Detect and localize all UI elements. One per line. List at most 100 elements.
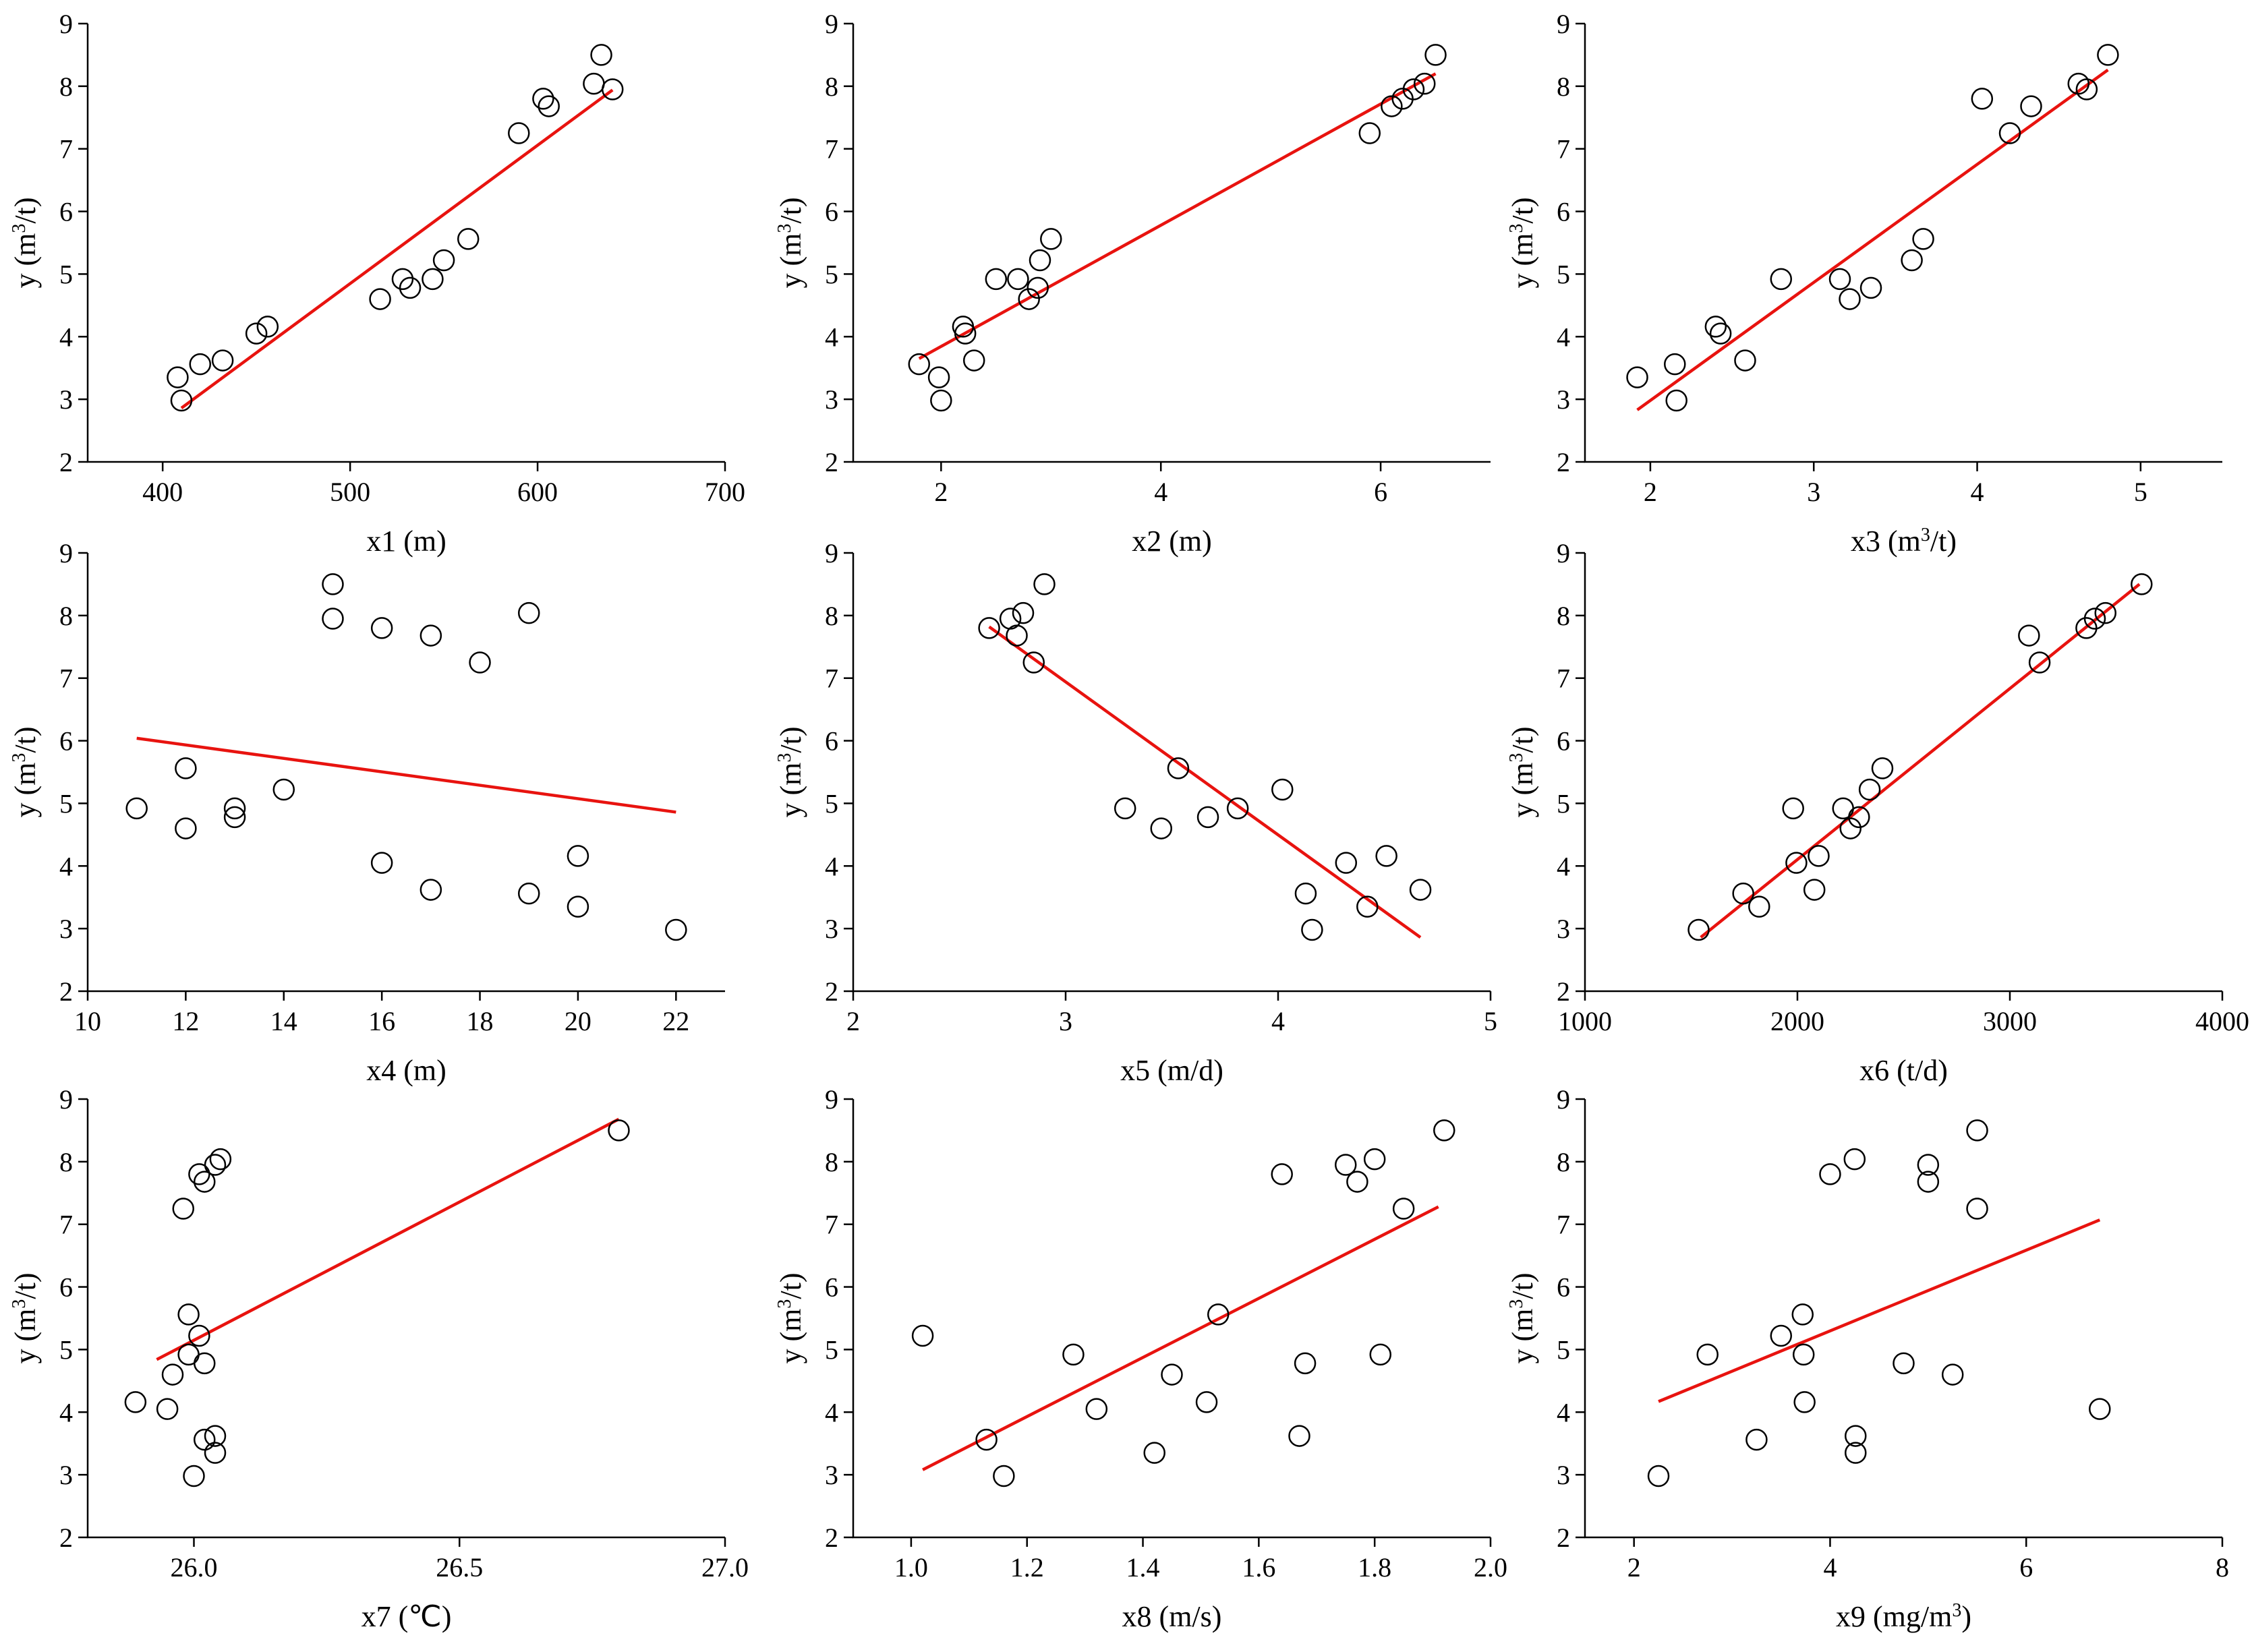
data-point — [1832, 797, 1854, 820]
data-point — [927, 366, 950, 388]
x-tick-label: 1.0 — [894, 1552, 928, 1583]
data-point — [1966, 1198, 1988, 1220]
y-axis-title: y (m3/t) — [9, 1273, 42, 1364]
x-tick-label: 1.8 — [1358, 1552, 1391, 1583]
data-point — [1785, 852, 1808, 874]
subplot-4: 2 3 4 5 6 7 8 9 10 12 14 16 18 20 22 x4 (m) y (m3/t) — [9, 538, 725, 1087]
axes-frame — [1584, 24, 2222, 463]
data-point — [1413, 72, 1436, 95]
y-axis-title: y (m3/t) — [1506, 727, 1540, 818]
y-tick-label: 7 — [59, 1210, 73, 1240]
axes-frame — [86, 1099, 725, 1539]
y-tick-label: 8 — [825, 601, 838, 631]
data-point — [204, 1154, 227, 1176]
subplot-5: 2 3 4 5 6 7 8 9 2 3 4 5 x5 (m/d) y (m3/t) — [774, 538, 1498, 1087]
data-point — [125, 797, 148, 820]
data-point — [1793, 1391, 1816, 1413]
x-tick-label: 3000 — [1983, 1006, 2037, 1036]
y-tick-label: 2 — [1557, 976, 1570, 1007]
data-point — [1782, 797, 1804, 820]
data-point — [1301, 918, 1323, 941]
x-axis-title: x9 (mg/m3) — [1836, 1600, 1971, 1634]
y-tick-label: 4 — [1557, 851, 1570, 881]
data-point — [223, 806, 246, 829]
x-tick-label: 500 — [330, 477, 370, 507]
y-tick-label: 8 — [59, 1147, 73, 1177]
data-point — [1917, 1171, 1940, 1193]
data-point — [1858, 778, 1881, 801]
data-point — [1828, 268, 1851, 291]
data-point — [1734, 349, 1756, 372]
y-tick-label: 2 — [59, 1523, 73, 1553]
data-point — [1424, 44, 1447, 66]
x-tick-label: 5 — [1484, 1006, 1497, 1036]
y-tick-label: 3 — [1557, 1460, 1570, 1490]
data-point — [601, 78, 624, 100]
data-point — [1027, 276, 1049, 299]
x-axis-title: x6 (t/d) — [1859, 1054, 1948, 1087]
x-tick-label: 27.0 — [701, 1552, 749, 1583]
x-tick-label: 1000 — [1558, 1006, 1612, 1036]
data-point — [1770, 268, 1793, 291]
data-point — [1848, 806, 1870, 829]
y-tick-label: 5 — [59, 259, 73, 289]
subplot-7: 2 3 4 5 6 7 8 9 26.0 26.5 27.0 x7 (℃) y (m3/t) — [9, 1084, 749, 1633]
y-tick-label: 3 — [825, 384, 838, 415]
data-point — [1709, 322, 1732, 345]
data-point — [469, 651, 491, 674]
y-tick-label: 5 — [825, 259, 838, 289]
data-point — [962, 349, 985, 372]
data-point — [985, 268, 1008, 291]
y-tick-label: 6 — [59, 1272, 73, 1303]
y-tick-label: 8 — [825, 71, 838, 102]
data-point — [172, 1198, 194, 1220]
y-tick-label: 5 — [1557, 259, 1570, 289]
data-point — [1664, 353, 1686, 376]
data-point — [2097, 44, 2119, 66]
data-point — [194, 1352, 216, 1375]
y-tick-label: 6 — [825, 726, 838, 757]
data-point — [156, 1398, 179, 1420]
y-tick-label: 3 — [825, 1460, 838, 1490]
x-axis-title: x2 (m) — [1132, 525, 1212, 558]
y-tick-label: 4 — [1557, 1397, 1570, 1427]
data-point — [370, 852, 393, 874]
x-tick-label: 2 — [1644, 477, 1657, 507]
data-point — [1271, 778, 1294, 801]
subplot-8: 2 3 4 5 6 7 8 9 1.0 1.2 1.4 1.6 1.8 2.0 x8 (m/s) y (m3/… — [774, 1084, 1508, 1633]
data-point — [2083, 608, 2106, 630]
x-tick-label: 4 — [1154, 477, 1167, 507]
y-tick-label: 8 — [1557, 1147, 1570, 1177]
data-point — [1803, 879, 1826, 901]
x-tick-label: 700 — [705, 477, 745, 507]
data-point — [245, 322, 268, 345]
x-axis-title: x8 (m/s) — [1122, 1600, 1222, 1633]
data-point — [1288, 1425, 1310, 1447]
fit-line — [136, 736, 676, 814]
y-tick-label: 9 — [1557, 9, 1570, 39]
x-tick-label: 4 — [1271, 1006, 1285, 1036]
subplot-9: 2 3 4 5 6 7 8 9 2 4 6 8 x9 (mg/m3) y (m3/t) — [1506, 1084, 2230, 1633]
y-tick-label: 8 — [1557, 601, 1570, 631]
fit-line — [1658, 1218, 2101, 1403]
data-point — [1839, 817, 1861, 839]
data-point — [422, 268, 444, 291]
data-point — [457, 228, 480, 250]
y-axis-title: y (m3/t) — [774, 1273, 808, 1364]
y-tick-label: 8 — [59, 601, 73, 631]
data-point — [1167, 757, 1190, 779]
x-tick-label: 1.6 — [1242, 1552, 1275, 1583]
data-point — [189, 353, 212, 376]
data-point — [188, 1163, 210, 1185]
x-tick-label: 2000 — [1770, 1006, 1824, 1036]
data-point — [590, 44, 612, 66]
y-tick-label: 3 — [59, 914, 73, 944]
y-tick-label: 3 — [825, 914, 838, 944]
data-point — [1687, 918, 1710, 941]
data-point — [1859, 276, 1882, 299]
data-point — [2089, 1398, 2111, 1420]
subplot-6: 2 3 4 5 6 7 8 9 1000 2000 3000 4000 x6 (t/d) y (m3/t) — [1506, 538, 2250, 1087]
fit-line — [1700, 583, 2141, 939]
y-tick-label: 4 — [825, 322, 838, 352]
data-point — [177, 1343, 200, 1366]
